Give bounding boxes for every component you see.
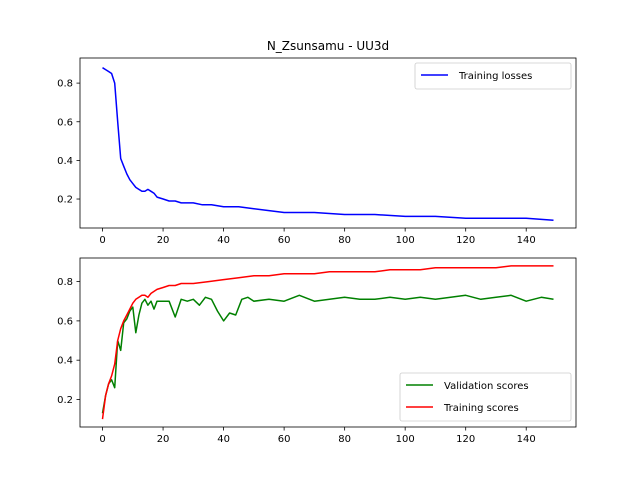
y-tick-label: 0.6 — [57, 117, 73, 128]
x-tick-label: 20 — [157, 235, 170, 246]
x-tick-label: 0 — [99, 235, 105, 246]
legend-box — [399, 372, 572, 422]
y-tick-label: 0.2 — [57, 395, 73, 406]
series-line-2-1 — [101, 294, 554, 414]
x-tick-label: 120 — [456, 434, 475, 445]
y-tick-label: 0.2 — [57, 195, 73, 206]
x-tick-label: 140 — [517, 235, 536, 246]
x-tick-label: 60 — [278, 235, 291, 246]
x-tick-label: 40 — [217, 235, 230, 246]
top-plot: 0 20 40 60 80 100 120 140 0.2 0.4 0.6 0.8 Training l… — [57, 57, 577, 246]
x-tick-label: 100 — [396, 235, 415, 246]
x-tick-label: 0 — [99, 434, 105, 445]
y-tick-label: 0.6 — [57, 316, 73, 327]
legend-label: Training losses — [458, 71, 532, 82]
legend-label: Validation scores — [444, 381, 529, 392]
legend: Training losses — [414, 62, 572, 90]
x-tick-label: 20 — [157, 434, 170, 445]
y-tick-label: 0.4 — [57, 156, 73, 167]
legend-box — [414, 62, 572, 90]
series-line-1-1 — [102, 67, 554, 222]
x-tick-label: 100 — [396, 434, 415, 445]
y-tick-label: 0.8 — [57, 277, 73, 288]
chart-title: N_Zsunsamu - UU3d — [267, 39, 389, 53]
y-tick-label: 0.4 — [57, 356, 73, 367]
x-tick-label: 80 — [338, 235, 351, 246]
series-line-2-2 — [101, 265, 554, 420]
axes-frame — [79, 257, 577, 428]
legend: Validation scores Training scores — [399, 372, 572, 422]
axes-frame — [79, 57, 577, 229]
bottom-plot: 0 20 40 60 80 100 120 140 0.2 0.4 0.6 0.8 Validation… — [57, 257, 577, 445]
x-tick-label: 80 — [338, 434, 351, 445]
x-tick-label: 140 — [517, 434, 536, 445]
x-tick-label: 60 — [278, 434, 291, 445]
x-tick-label: 40 — [217, 434, 230, 445]
y-tick-label: 0.8 — [57, 79, 73, 90]
legend-label: Training scores — [443, 403, 519, 414]
x-tick-label: 120 — [456, 235, 475, 246]
